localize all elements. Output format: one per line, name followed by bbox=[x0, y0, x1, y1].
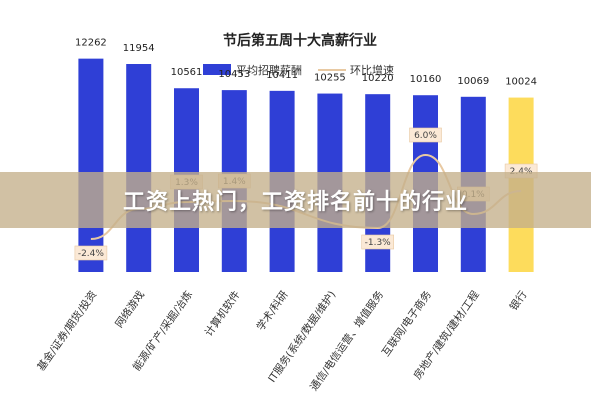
category-label: 基金/证券/期货/投资 bbox=[34, 288, 99, 373]
bar-value-label: 10453 bbox=[218, 69, 250, 80]
headline-text: 工资上热门，工资排名前十的行业 bbox=[122, 190, 468, 215]
legend-bar-label: 平均招聘薪酬 bbox=[236, 63, 302, 77]
chart-title: 节后第五周十大高薪行业 bbox=[223, 32, 377, 49]
growth-label-box bbox=[74, 245, 108, 261]
bar-value-label: 10255 bbox=[314, 73, 346, 84]
growth-label-box bbox=[409, 127, 442, 143]
bar-value-label: 10160 bbox=[410, 74, 442, 85]
bar bbox=[126, 64, 152, 272]
bars-group bbox=[78, 58, 534, 272]
growth-label: -1.3% bbox=[365, 238, 392, 248]
bar-value-label: 12262 bbox=[75, 38, 107, 49]
category-label: 计算机软件 bbox=[202, 288, 243, 338]
value-labels-group: 12262 11954 10561 10453 10411 10255 10220 10160… bbox=[75, 38, 537, 88]
category-label: 互联网/电子商务 bbox=[379, 288, 434, 359]
legend-line-label: 环比增速 bbox=[350, 63, 394, 77]
growth-label-box bbox=[361, 234, 395, 250]
bar-value-label: 10411 bbox=[266, 70, 298, 81]
legend: 平均招聘薪酬 环比增速 bbox=[203, 63, 394, 77]
headline-banner: 工资上热门，工资排名前十的行业 bbox=[0, 172, 591, 228]
bar-value-label: 10220 bbox=[362, 73, 394, 84]
bar-value-label: 11954 bbox=[123, 43, 155, 54]
category-label: 银行 bbox=[507, 288, 530, 313]
growth-label: 6.0% bbox=[414, 131, 437, 141]
growth-label: -2.4% bbox=[78, 249, 105, 259]
bar-value-label: 10069 bbox=[457, 76, 489, 87]
category-label: 学术/科研 bbox=[254, 288, 291, 333]
bar bbox=[78, 58, 104, 272]
bar-value-label: 10561 bbox=[171, 67, 203, 78]
legend-bar-swatch bbox=[203, 64, 231, 75]
category-label: 网络游戏 bbox=[112, 288, 147, 330]
bar-value-label: 10024 bbox=[505, 77, 537, 88]
